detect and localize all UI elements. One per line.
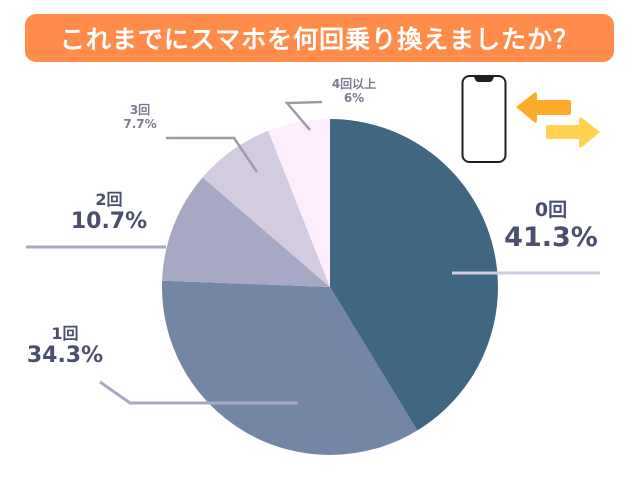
label-0-times: 0回 41.3% [496, 199, 606, 253]
label-percent: 7.7% [123, 116, 157, 131]
swap-arrows-icon [516, 92, 600, 148]
label-category: 1回 [51, 324, 79, 343]
label-2-times: 2回 10.7% [64, 190, 154, 235]
leader-line-3-times [166, 136, 259, 173]
label-category: 0回 [534, 199, 568, 221]
label-category: 4回以上 [331, 77, 377, 91]
smartphone-icon [461, 75, 507, 163]
label-4plus-times: 4回以上 6% [314, 77, 394, 106]
slice-3-times [202, 130, 330, 287]
label-1-time: 1回 34.3% [20, 324, 110, 369]
slice-2-times [162, 177, 330, 287]
leader-line-1-time [99, 380, 298, 405]
arrow-left-icon [516, 92, 571, 123]
leader-lines [26, 245, 600, 405]
label-percent: 41.3% [504, 221, 598, 253]
title-banner: これまでにスマホを何回乗り換えましたか？ [25, 14, 614, 62]
slice-4plus-times [268, 119, 330, 287]
slice-1-time [161, 280, 418, 455]
leader-line-4plus-times [284, 100, 323, 131]
label-3-times: 3回 7.7% [112, 103, 168, 132]
label-percent: 10.7% [70, 209, 148, 235]
chart-title: これまでにスマホを何回乗り換えましたか？ [59, 25, 580, 54]
label-percent: 34.3% [26, 343, 104, 369]
slice-0-times [330, 119, 498, 431]
label-category: 3回 [129, 103, 151, 117]
arrow-right-icon [546, 117, 600, 148]
label-percent: 6% [343, 90, 365, 105]
label-category: 2回 [95, 190, 123, 209]
